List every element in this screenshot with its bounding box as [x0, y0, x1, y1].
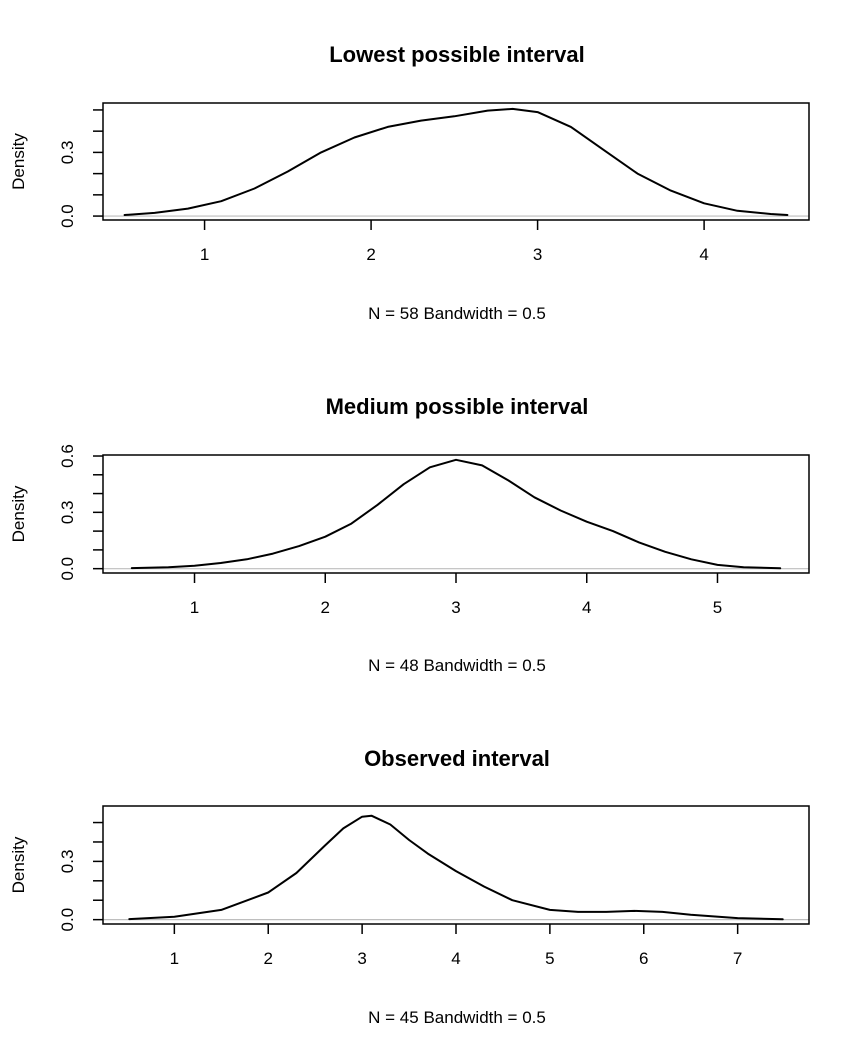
x-tick-label: 3: [357, 949, 366, 968]
x-tick-label: 4: [582, 598, 591, 617]
x-tick-label: 2: [263, 949, 272, 968]
y-axis-label: Density: [9, 836, 28, 893]
panel-observed-interval: Observed interval Density N = 45 Bandwid…: [9, 746, 810, 1027]
y-axis-label: Density: [9, 133, 28, 190]
x-tick-label: 6: [639, 949, 648, 968]
plot-area: 1 2 3 4 5 0.0 0.3 0.6: [58, 444, 810, 617]
plot-frame: [102, 102, 810, 221]
panel-medium-possible-interval: Medium possible interval Density N = 48 …: [9, 394, 810, 675]
plot-area: 1 2 3 4 5 6 7 0.0 0.3: [58, 805, 810, 968]
x-tick-label: 7: [733, 949, 742, 968]
x-tick-label: 3: [533, 245, 542, 264]
y-tick-label: 0.3: [58, 501, 77, 525]
x-axis-label: N = 58 Bandwidth = 0.5: [368, 304, 546, 323]
chart-title: Lowest possible interval: [329, 42, 585, 67]
density-curve: [128, 814, 784, 921]
x-tick-label: 5: [545, 949, 554, 968]
x-tick-label: 2: [321, 598, 330, 617]
chart-title: Observed interval: [364, 746, 550, 771]
x-tick-label: 4: [699, 245, 708, 264]
density-curve: [123, 107, 789, 216]
y-tick-label: 0.3: [58, 141, 77, 165]
x-tick-label: 5: [713, 598, 722, 617]
y-axis-label: Density: [9, 485, 28, 542]
x-tick-label: 1: [170, 949, 179, 968]
y-tick-label: 0.0: [58, 204, 77, 228]
panel-lowest-possible-interval: Lowest possible interval Density N = 58 …: [9, 42, 810, 323]
x-tick-label: 1: [190, 598, 199, 617]
y-tick-label: 0.0: [58, 908, 77, 932]
x-tick-label: 2: [366, 245, 375, 264]
x-tick-label: 1: [200, 245, 209, 264]
y-tick-label: 0.0: [58, 557, 77, 581]
x-axis-label: N = 48 Bandwidth = 0.5: [368, 656, 546, 675]
x-axis-label: N = 45 Bandwidth = 0.5: [368, 1008, 546, 1027]
plot-area: 1 2 3 4 0.0 0.3: [58, 102, 810, 264]
x-tick-label: 3: [451, 598, 460, 617]
chart-title: Medium possible interval: [326, 394, 589, 419]
x-tick-label: 4: [451, 949, 460, 968]
density-curve: [130, 458, 782, 570]
y-tick-label: 0.3: [58, 850, 77, 874]
y-tick-label: 0.6: [58, 444, 77, 468]
